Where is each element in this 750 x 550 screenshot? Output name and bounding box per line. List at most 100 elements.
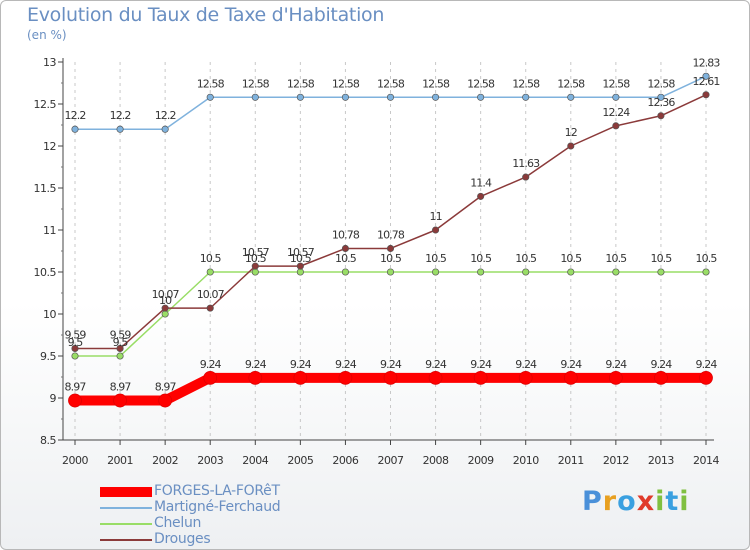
data-label: 12.58 — [512, 77, 540, 90]
data-label: 12.58 — [557, 77, 585, 90]
data-point — [522, 173, 530, 181]
data-label: 10.78 — [332, 228, 360, 241]
legend-label: Drouges — [154, 531, 211, 547]
data-point — [206, 93, 214, 101]
chart-title: Evolution du Taux de Taxe d'Habitation — [27, 4, 385, 26]
data-label: 10.57 — [287, 246, 315, 259]
data-label: 12.83 — [693, 56, 721, 69]
x-tick-label: 2006 — [332, 454, 358, 467]
x-tick-label: 2000 — [62, 454, 88, 467]
data-label: 10.5 — [696, 252, 718, 265]
data-point — [657, 268, 665, 276]
x-tick-label: 2001 — [107, 454, 133, 467]
data-point — [71, 125, 79, 133]
data-label: 12.58 — [647, 77, 675, 90]
data-label: 12.58 — [422, 77, 450, 90]
data-label: 9.24 — [696, 358, 718, 371]
data-label: 10.5 — [425, 252, 447, 265]
data-point — [338, 370, 353, 385]
data-label: 12.58 — [287, 77, 315, 90]
data-point — [522, 268, 530, 276]
data-label: 12.61 — [693, 75, 720, 88]
x-tick-label: 2008 — [423, 454, 449, 467]
data-label: 12.24 — [602, 106, 630, 119]
data-label: 10.5 — [515, 252, 537, 265]
data-point — [161, 304, 169, 312]
data-label: 9.24 — [650, 358, 672, 371]
data-label: 12.36 — [647, 96, 675, 109]
data-label: 12.2 — [155, 109, 176, 122]
data-label: 9.24 — [560, 358, 582, 371]
data-label: 9.5 — [113, 336, 129, 349]
data-point — [296, 268, 304, 276]
data-point — [699, 370, 713, 385]
x-tick-label: 2002 — [152, 454, 178, 467]
data-point — [567, 93, 575, 101]
x-tick-label: 2004 — [242, 454, 268, 467]
data-label: 10.5 — [380, 252, 402, 265]
logo-letter: i — [655, 486, 666, 517]
data-point — [432, 226, 440, 234]
data-point — [116, 344, 124, 352]
data-point — [293, 370, 308, 385]
logo-letter: t — [665, 486, 680, 517]
data-point — [477, 93, 485, 101]
data-point — [341, 268, 349, 276]
data-point — [158, 393, 173, 408]
y-tick-label: 11.5 — [34, 182, 57, 195]
data-label: 10 — [159, 294, 172, 307]
data-point — [71, 344, 79, 352]
data-label: 12.2 — [65, 109, 86, 122]
data-point — [296, 93, 304, 101]
y-tick-label: 8.5 — [40, 434, 56, 447]
data-label: 10.07 — [197, 288, 225, 301]
data-point — [71, 352, 79, 360]
data-label: 9.24 — [200, 358, 222, 371]
logo-letter: i — [679, 486, 690, 517]
data-point — [702, 72, 710, 80]
legend-swatch — [100, 523, 152, 525]
data-label: 9.5 — [68, 336, 84, 349]
data-label: 10.5 — [245, 252, 267, 265]
data-label: 8.97 — [155, 381, 177, 394]
data-point — [341, 93, 349, 101]
proxiti-logo: Proxiti — [582, 486, 690, 517]
logo-letter: o — [617, 486, 637, 517]
data-label: 10.5 — [290, 252, 312, 265]
legend-swatch — [100, 507, 152, 509]
data-label: 12.58 — [602, 77, 630, 90]
data-label: 12 — [565, 126, 577, 139]
data-point — [563, 370, 578, 385]
data-point — [477, 192, 485, 200]
data-label: 9.24 — [290, 358, 312, 371]
data-label: 10.5 — [200, 252, 222, 265]
legend-label: FORGES-LA-FORêT — [154, 483, 280, 499]
x-tick-label: 2013 — [648, 454, 674, 467]
data-point — [432, 268, 440, 276]
logo-letter: P — [582, 486, 603, 517]
legend-label: Chelun — [154, 515, 202, 531]
data-label: 10.5 — [560, 252, 582, 265]
data-point — [567, 142, 575, 150]
data-label: 10.07 — [152, 288, 180, 301]
data-point — [206, 268, 214, 276]
logo-letter: x — [636, 486, 656, 517]
data-label: 9.24 — [605, 358, 627, 371]
data-label: 8.97 — [110, 381, 132, 394]
data-point — [612, 268, 620, 276]
x-tick-label: 2012 — [603, 454, 629, 467]
data-point — [518, 370, 533, 385]
data-label: 9.24 — [425, 358, 447, 371]
data-label: 9.24 — [380, 358, 402, 371]
data-label: 12.58 — [377, 77, 405, 90]
data-label: 12.58 — [332, 77, 360, 90]
y-tick-label: 9 — [50, 392, 57, 405]
data-point — [251, 262, 259, 270]
x-tick-label: 2014 — [693, 454, 719, 467]
data-point — [296, 262, 304, 270]
x-tick-label: 2009 — [468, 454, 494, 467]
data-point — [473, 370, 488, 385]
data-label: 9.59 — [65, 328, 87, 341]
logo-letter: r — [602, 486, 618, 517]
